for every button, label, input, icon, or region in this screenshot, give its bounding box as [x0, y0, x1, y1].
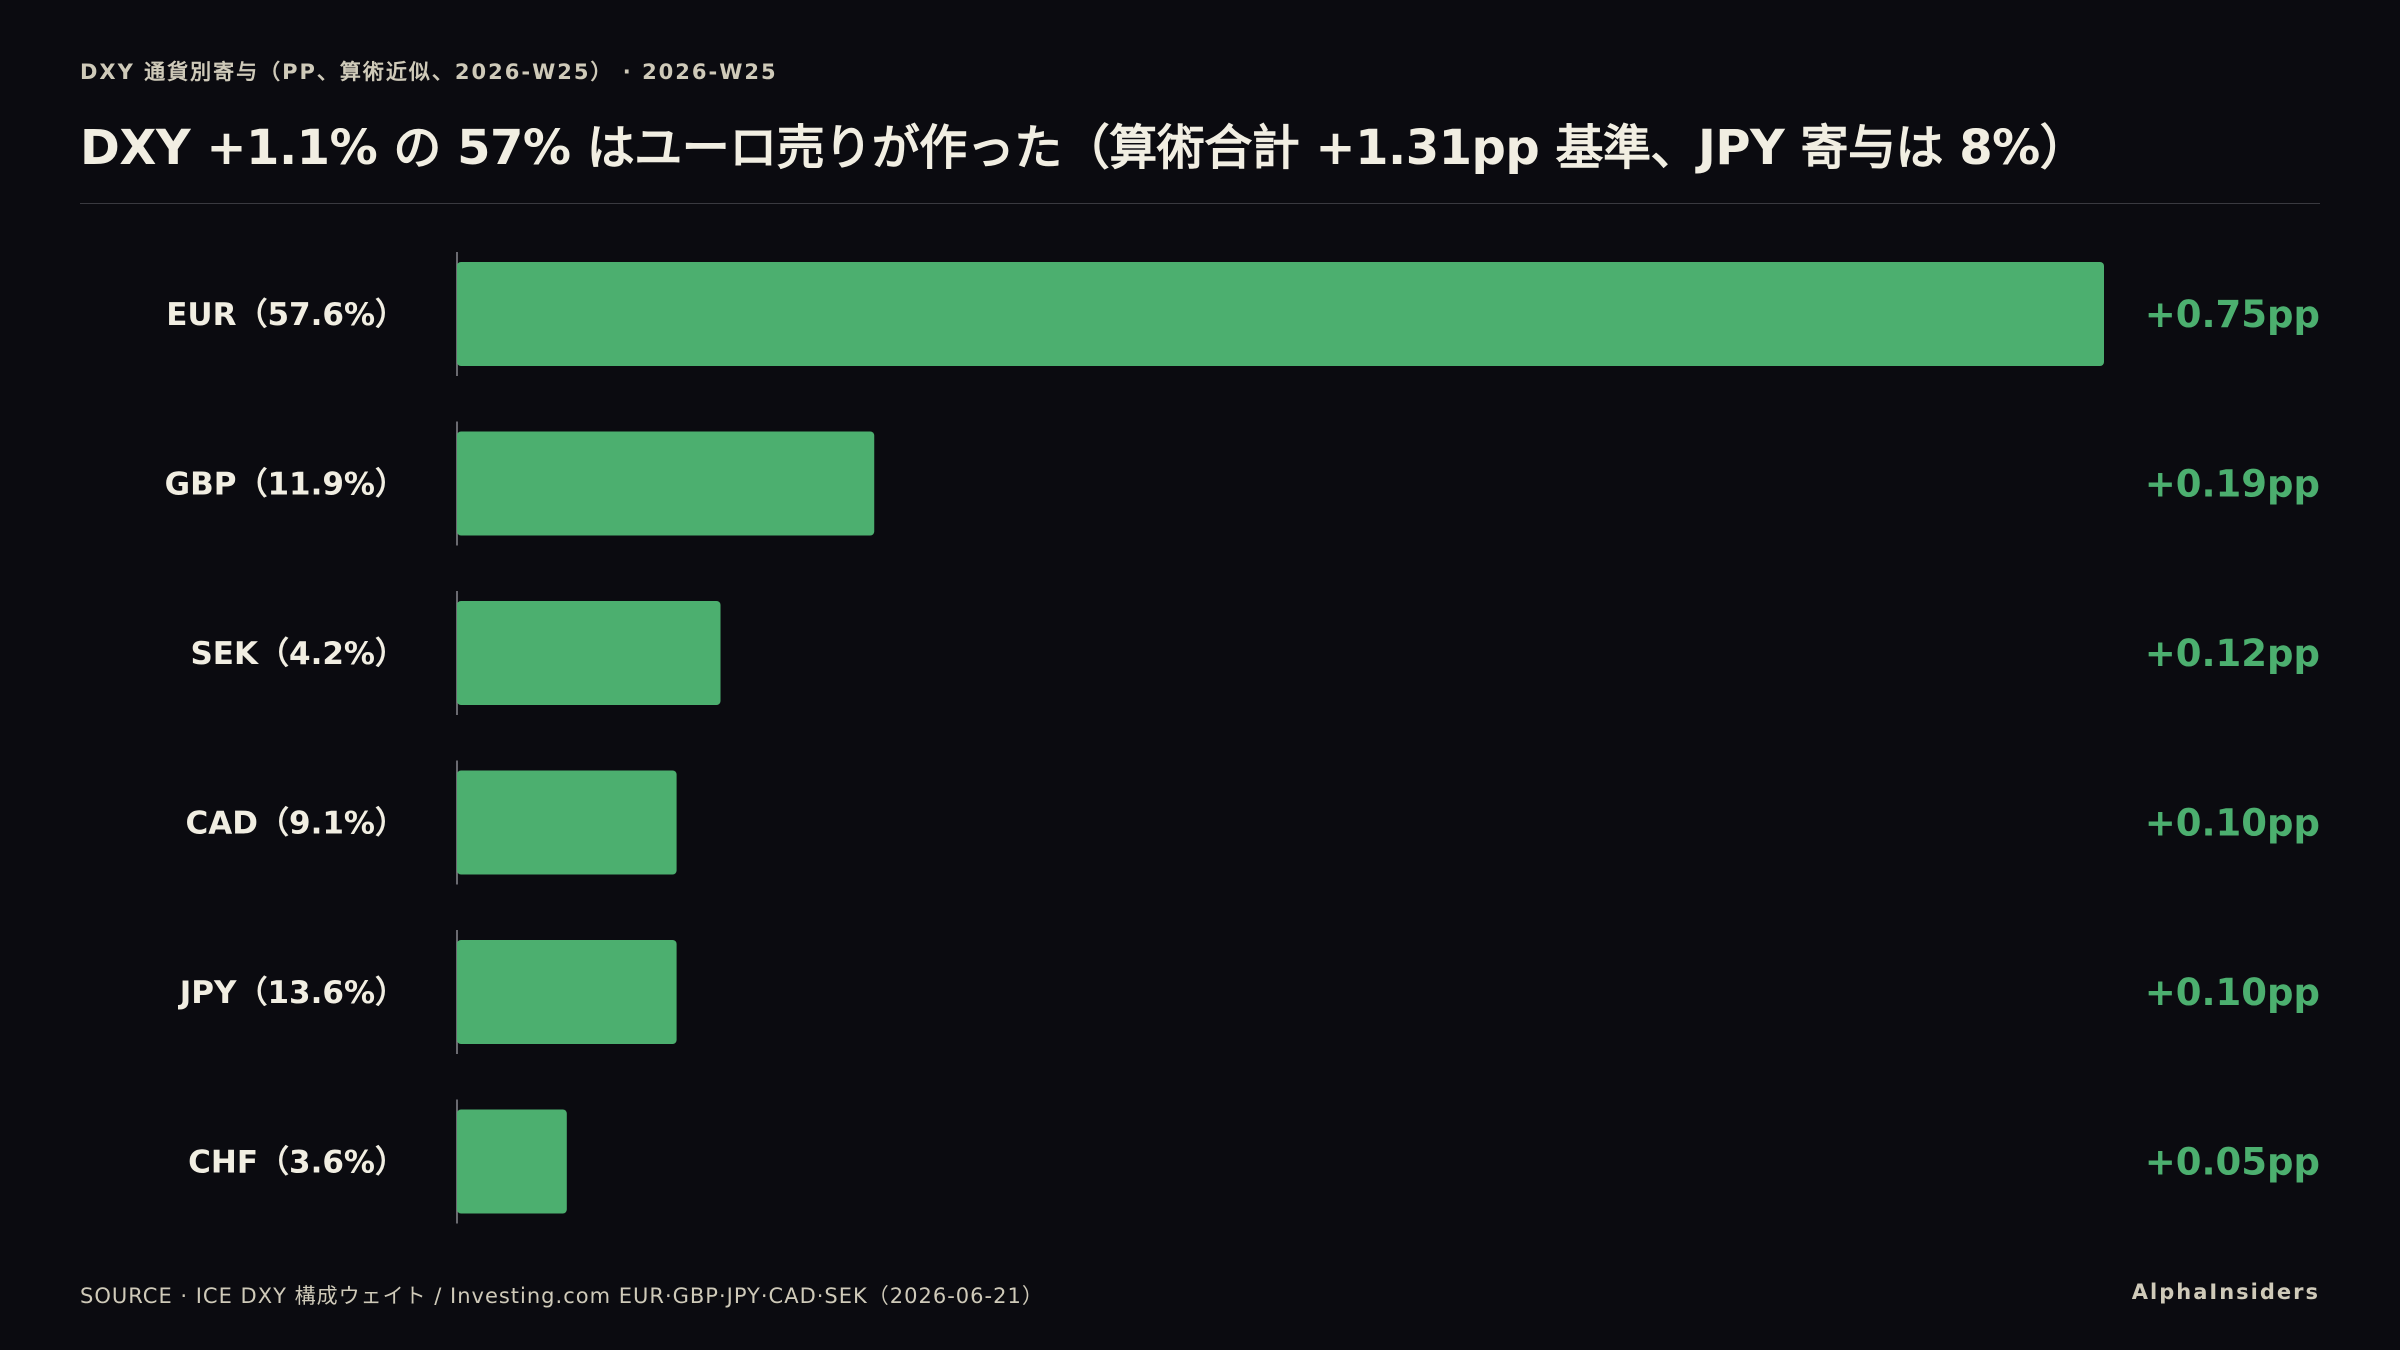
value-label: +0.05pp	[2145, 1141, 2320, 1184]
chart-title: DXY +1.1% の 57% はユーロ売りが作った（算術合計 +1.31pp …	[80, 120, 2088, 176]
source-note: SOURCE · ICE DXY 構成ウェイト / Investing.com …	[80, 1284, 1044, 1308]
category-label: CHF（3.6%）	[188, 1145, 406, 1181]
category-label: GBP（11.9%）	[165, 467, 406, 503]
bar-4	[457, 940, 677, 1044]
value-label: +0.12pp	[2145, 632, 2320, 675]
category-label: JPY（13.6%）	[178, 975, 406, 1011]
bar-3	[457, 770, 677, 875]
title-divider	[80, 203, 2320, 204]
bar-2	[457, 601, 721, 705]
value-label: +0.19pp	[2145, 463, 2320, 506]
value-label: +0.75pp	[2145, 293, 2320, 336]
category-label: SEK（4.2%）	[190, 636, 406, 672]
value-label: +0.10pp	[2145, 802, 2320, 845]
chart-kicker: DXY 通貨別寄与（PP、算術近似、2026-W25） · 2026-W25	[80, 60, 778, 84]
bar-0	[457, 262, 2104, 366]
bar-5	[457, 1109, 567, 1214]
category-label: EUR（57.6%）	[166, 297, 406, 333]
value-label: +0.10pp	[2145, 971, 2320, 1014]
bar-1	[457, 431, 875, 536]
category-label: CAD（9.1%）	[186, 806, 406, 842]
brand-label: AlphaInsiders	[2131, 1280, 2320, 1304]
